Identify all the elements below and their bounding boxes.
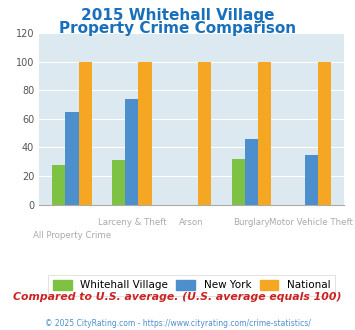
Bar: [305, 154, 318, 205]
Text: Burglary: Burglary: [233, 218, 270, 227]
Bar: [78, 62, 92, 205]
Bar: [65, 112, 78, 205]
Bar: [258, 62, 271, 205]
Bar: [245, 139, 258, 205]
Text: Compared to U.S. average. (U.S. average equals 100): Compared to U.S. average. (U.S. average …: [13, 292, 342, 302]
Bar: [125, 99, 138, 205]
Bar: [318, 62, 331, 205]
Text: 2015 Whitehall Village: 2015 Whitehall Village: [81, 8, 274, 23]
Text: Motor Vehicle Theft: Motor Vehicle Theft: [269, 218, 353, 227]
Text: Property Crime Comparison: Property Crime Comparison: [59, 21, 296, 36]
Bar: [112, 160, 125, 205]
Bar: [138, 62, 152, 205]
Legend: Whitehall Village, New York, National: Whitehall Village, New York, National: [48, 275, 335, 296]
Bar: [198, 62, 212, 205]
Text: © 2025 CityRating.com - https://www.cityrating.com/crime-statistics/: © 2025 CityRating.com - https://www.city…: [45, 319, 310, 328]
Text: All Property Crime: All Property Crime: [33, 231, 111, 240]
Bar: [232, 159, 245, 205]
Text: Arson: Arson: [179, 218, 204, 227]
Text: Larceny & Theft: Larceny & Theft: [98, 218, 166, 227]
Bar: [52, 165, 65, 205]
